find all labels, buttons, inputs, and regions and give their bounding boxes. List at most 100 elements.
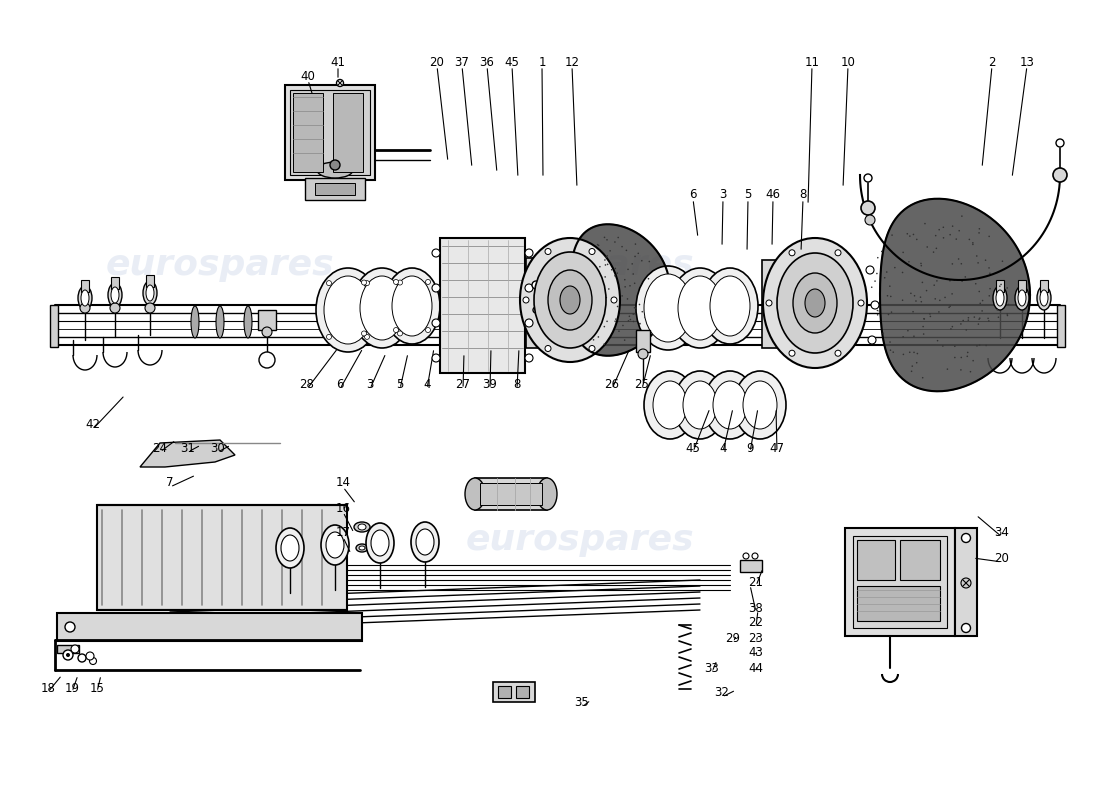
Circle shape (631, 263, 632, 265)
Circle shape (72, 645, 79, 653)
Bar (1057, 305, 1065, 347)
Circle shape (362, 280, 366, 285)
Circle shape (960, 323, 961, 325)
Circle shape (984, 259, 987, 261)
Ellipse shape (360, 276, 404, 340)
Circle shape (861, 201, 875, 215)
Circle shape (938, 311, 939, 313)
Ellipse shape (416, 529, 434, 555)
Text: 19: 19 (65, 682, 79, 694)
Circle shape (998, 317, 999, 318)
Circle shape (868, 336, 876, 344)
Circle shape (913, 234, 914, 235)
Bar (762, 260, 784, 348)
Circle shape (938, 229, 940, 230)
Text: eurospares: eurospares (465, 248, 694, 282)
Circle shape (871, 286, 872, 288)
Circle shape (639, 322, 640, 324)
Circle shape (610, 269, 613, 270)
Circle shape (604, 259, 606, 261)
Circle shape (525, 284, 533, 292)
Circle shape (975, 283, 977, 285)
Circle shape (958, 279, 959, 281)
Bar (146, 275, 154, 287)
Ellipse shape (534, 252, 606, 348)
Circle shape (949, 306, 950, 307)
Circle shape (864, 174, 872, 182)
Circle shape (871, 301, 879, 309)
Text: 28: 28 (299, 378, 315, 391)
Circle shape (915, 300, 916, 302)
Circle shape (614, 321, 616, 322)
Bar (1018, 280, 1026, 292)
Ellipse shape (352, 268, 412, 348)
Circle shape (962, 320, 964, 322)
Bar (285, 85, 375, 180)
Circle shape (1006, 313, 1008, 314)
Bar (1040, 280, 1048, 292)
Circle shape (532, 281, 540, 289)
Circle shape (911, 370, 912, 372)
Circle shape (952, 326, 954, 327)
Circle shape (635, 313, 636, 314)
Circle shape (914, 295, 915, 297)
Circle shape (566, 295, 568, 297)
Circle shape (913, 351, 915, 353)
Circle shape (894, 267, 895, 269)
Ellipse shape (78, 286, 92, 310)
Bar (475, 478, 547, 510)
Ellipse shape (704, 371, 756, 439)
Circle shape (639, 323, 640, 325)
Ellipse shape (358, 524, 366, 530)
Text: 26: 26 (605, 378, 619, 391)
Circle shape (944, 297, 946, 298)
Text: 25: 25 (635, 378, 649, 391)
Circle shape (605, 257, 607, 258)
Text: 31: 31 (180, 442, 196, 454)
Circle shape (921, 301, 922, 302)
Text: 5: 5 (745, 189, 751, 202)
Circle shape (639, 333, 640, 334)
Circle shape (947, 368, 948, 370)
Text: 11: 11 (804, 55, 820, 69)
Ellipse shape (145, 303, 155, 313)
Text: 4: 4 (424, 378, 431, 391)
Circle shape (921, 262, 922, 264)
Circle shape (937, 340, 938, 342)
Bar (57, 645, 79, 653)
Text: eurospares: eurospares (106, 248, 334, 282)
Text: 47: 47 (770, 442, 784, 454)
Ellipse shape (384, 268, 440, 344)
Ellipse shape (366, 523, 394, 563)
Ellipse shape (793, 273, 837, 333)
Circle shape (606, 239, 608, 241)
Circle shape (615, 318, 617, 320)
Ellipse shape (710, 276, 750, 336)
Ellipse shape (644, 274, 692, 342)
Circle shape (912, 366, 913, 367)
Bar (50, 305, 58, 347)
Circle shape (881, 250, 882, 252)
Circle shape (568, 289, 570, 290)
Circle shape (575, 284, 578, 286)
Circle shape (884, 277, 886, 278)
Circle shape (892, 351, 894, 353)
Circle shape (588, 249, 595, 254)
Circle shape (582, 322, 584, 324)
Circle shape (961, 534, 970, 542)
Ellipse shape (465, 478, 485, 510)
Circle shape (629, 285, 630, 286)
Circle shape (858, 300, 864, 306)
Circle shape (576, 295, 579, 297)
Text: 13: 13 (1020, 55, 1034, 69)
Circle shape (1006, 314, 1009, 316)
Circle shape (979, 228, 980, 230)
Ellipse shape (653, 381, 688, 429)
Circle shape (597, 245, 600, 246)
Text: 8: 8 (800, 189, 806, 202)
Bar (440, 238, 525, 373)
Circle shape (930, 316, 932, 318)
Circle shape (432, 284, 440, 292)
Ellipse shape (81, 290, 89, 306)
Circle shape (575, 326, 576, 327)
